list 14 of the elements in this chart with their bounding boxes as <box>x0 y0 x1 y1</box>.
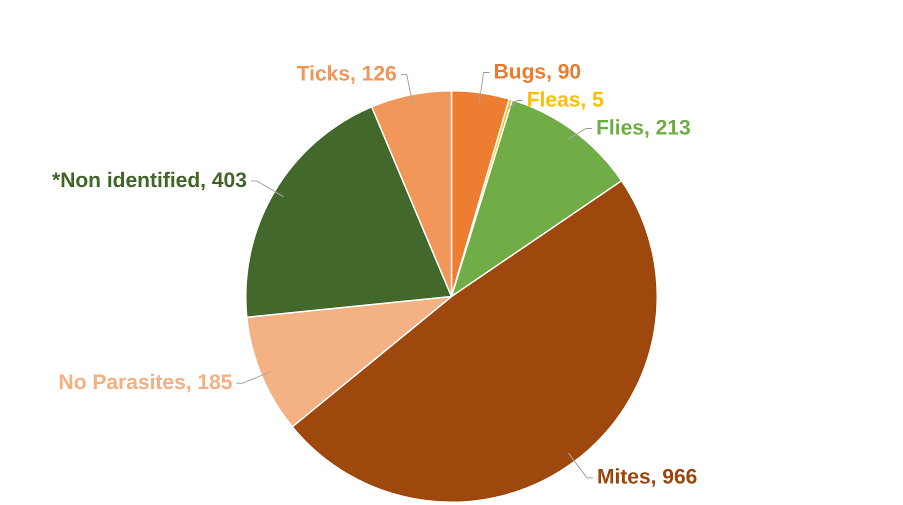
data-label: , 126 <box>350 62 397 86</box>
data-label: , 5 <box>580 88 604 112</box>
data-label: , 90 <box>546 60 582 84</box>
data-label: , 403 <box>200 168 247 192</box>
slice-label: Ticks <box>296 62 350 86</box>
data-label: , 213 <box>644 116 691 140</box>
slice-label: Fleas <box>526 88 580 112</box>
slice-label: No Parasites <box>58 371 186 394</box>
slice-label: Mites <box>596 466 651 489</box>
slice-label: Bugs <box>494 60 546 84</box>
slice-label: *Non identified <box>52 168 200 192</box>
slice-label: Flies <box>596 116 644 140</box>
data-label: , 966 <box>650 466 698 489</box>
data-label: , 185 <box>186 371 233 394</box>
